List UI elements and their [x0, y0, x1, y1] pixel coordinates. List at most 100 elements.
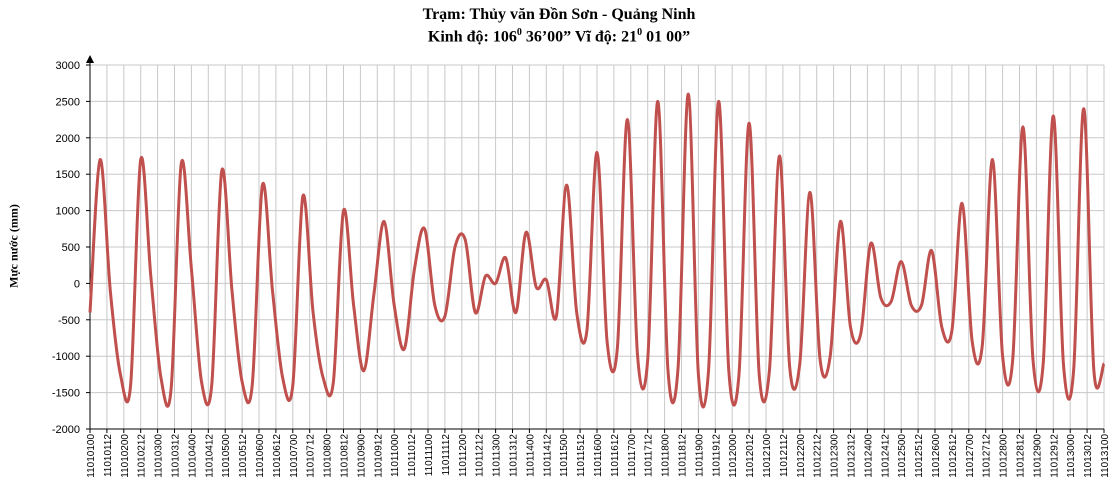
- x-tick-label: 11011612: [610, 434, 621, 477]
- x-tick-label: 11011200: [458, 434, 469, 477]
- x-tick-label: 11011812: [678, 434, 689, 477]
- x-tick-label: 11012800: [999, 434, 1010, 478]
- x-tick-label: 11012412: [880, 434, 891, 478]
- series-point: [1103, 363, 1105, 365]
- y-axis-arrow: [86, 55, 94, 63]
- x-tick-label: 11012912: [1049, 434, 1060, 478]
- x-tick-label: 11010112: [103, 434, 114, 477]
- subtitle-degree-2: 0: [637, 27, 643, 38]
- series-point: [353, 304, 355, 306]
- x-tick-label: 11011300: [492, 434, 503, 477]
- series-point: [596, 152, 598, 154]
- x-tick-label: 11010400: [187, 434, 198, 478]
- x-tick-label: 11010300: [154, 434, 165, 478]
- series-point: [485, 275, 487, 277]
- x-tick-label: 11010412: [204, 434, 215, 478]
- y-tick-label: 2500: [56, 96, 80, 108]
- y-tick-label: 0: [74, 278, 80, 290]
- series-point: [769, 370, 771, 372]
- series-point: [515, 312, 517, 314]
- series-point: [1073, 370, 1075, 372]
- x-tick-label: 11012712: [982, 434, 993, 478]
- x-tick-label: 11010612: [272, 434, 283, 478]
- series-point: [363, 370, 365, 372]
- x-tick-label: 11010700: [289, 434, 300, 478]
- series-point: [718, 101, 720, 103]
- x-tick-label: 11010712: [306, 434, 317, 478]
- chart-title: Trạm: Thủy văn Đồn Sơn - Quảng Ninh: [422, 6, 696, 23]
- x-tick-label: 11013100: [1100, 434, 1111, 478]
- series-point: [667, 370, 669, 372]
- series-point: [454, 246, 456, 248]
- series-point: [170, 388, 172, 390]
- series-point: [393, 304, 395, 306]
- series-point: [860, 334, 862, 336]
- series-point: [1083, 108, 1085, 110]
- series-point: [322, 377, 324, 379]
- series-point: [556, 315, 558, 317]
- series-point: [617, 348, 619, 350]
- x-tick-label: 11011412: [542, 434, 553, 477]
- series-point: [434, 304, 436, 306]
- x-tick-label: 11011212: [475, 434, 486, 477]
- x-tick-label: 11010812: [340, 434, 351, 478]
- series-point: [677, 366, 679, 368]
- x-tick-label: 11011312: [509, 434, 520, 477]
- series-point: [505, 257, 507, 259]
- series-point: [89, 312, 91, 314]
- series-point: [262, 184, 264, 186]
- x-tick-label: 11011512: [576, 434, 587, 477]
- series-point: [799, 363, 801, 365]
- x-tick-label: 11012400: [863, 434, 874, 478]
- series-point: [758, 374, 760, 376]
- series-point: [779, 155, 781, 157]
- series-point: [292, 385, 294, 387]
- series-point: [525, 232, 527, 234]
- x-tick-label: 11010312: [171, 434, 182, 478]
- y-tick-label: 2000: [56, 133, 80, 145]
- x-tick-label: 11010212: [137, 434, 148, 478]
- series-point: [1022, 126, 1024, 128]
- series-point: [566, 184, 568, 186]
- series-point: [221, 170, 223, 172]
- series-point: [1012, 359, 1014, 361]
- series-point: [191, 268, 193, 270]
- subtitle-suffix: 01 00”: [642, 28, 691, 46]
- x-tick-label: 11011800: [661, 434, 672, 477]
- series-point: [982, 345, 984, 347]
- series-point: [424, 228, 426, 230]
- series-point: [829, 355, 831, 357]
- x-tick-label: 11011700: [627, 434, 638, 477]
- series-point: [606, 341, 608, 343]
- x-tick-label: 11012512: [914, 434, 925, 478]
- series-point: [1042, 363, 1044, 365]
- series-point: [850, 326, 852, 328]
- series-point: [383, 221, 385, 223]
- series-point: [576, 312, 578, 314]
- series-point: [160, 377, 162, 379]
- series-point: [809, 192, 811, 194]
- series-point: [444, 315, 446, 317]
- x-tick-label: 11012012: [745, 434, 756, 478]
- x-tick-label: 11012812: [1016, 434, 1027, 478]
- series-point: [961, 203, 963, 205]
- series-point: [840, 221, 842, 223]
- series-point: [708, 370, 710, 372]
- series-point: [181, 163, 183, 165]
- series-point: [1093, 370, 1095, 372]
- x-tick-label: 11013012: [1083, 434, 1094, 478]
- x-tick-label: 11012112: [779, 434, 790, 477]
- series-point: [140, 159, 142, 161]
- series-point: [302, 195, 304, 197]
- x-tick-label: 11012600: [931, 434, 942, 478]
- series-point: [211, 385, 213, 387]
- x-tick-label: 11012200: [796, 434, 807, 478]
- x-tick-label: 11012000: [728, 434, 739, 478]
- x-tick-label: 11011500: [559, 434, 570, 477]
- series-point: [373, 294, 375, 296]
- y-tick-label: 500: [62, 242, 80, 254]
- series-point: [312, 312, 314, 314]
- x-tick-label: 11012612: [948, 434, 959, 478]
- series-point: [120, 374, 122, 376]
- x-tick-label: 11012300: [830, 434, 841, 478]
